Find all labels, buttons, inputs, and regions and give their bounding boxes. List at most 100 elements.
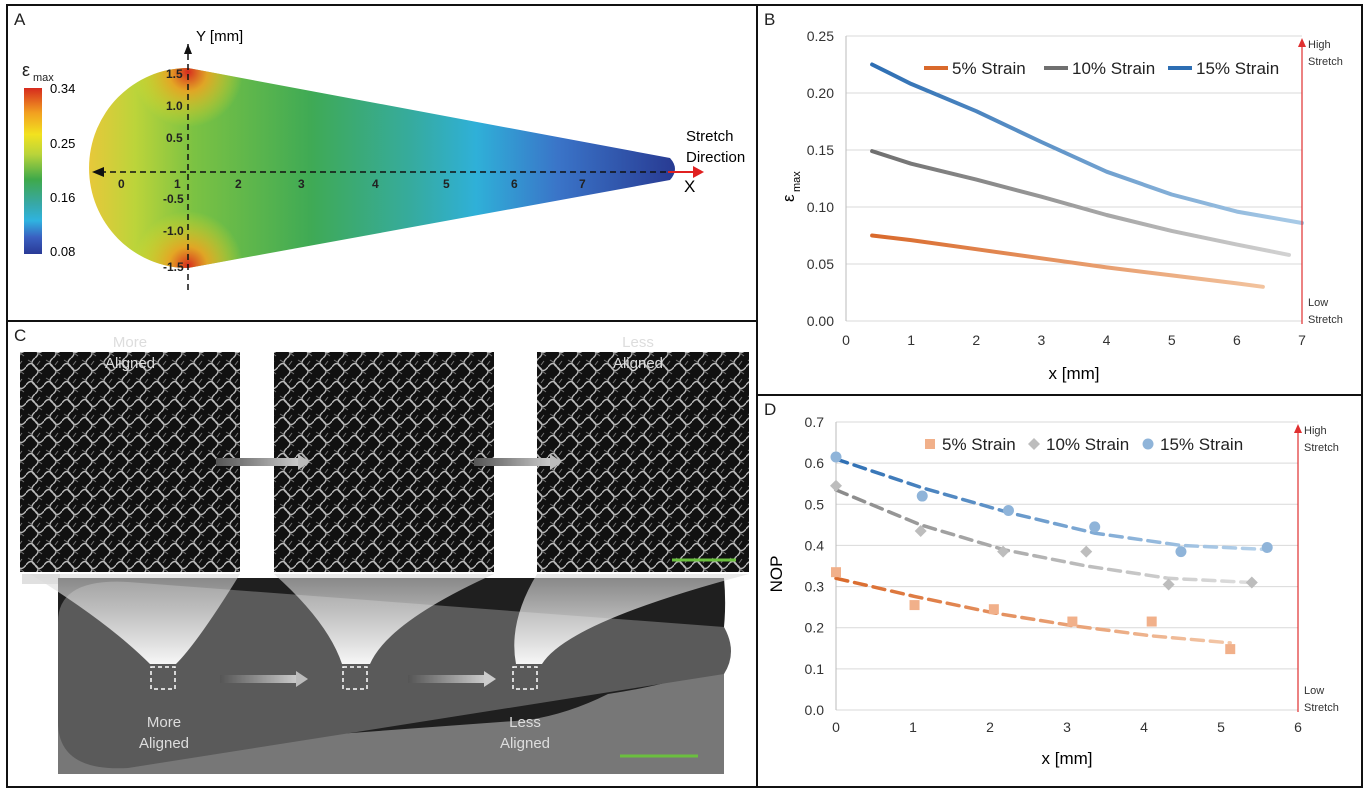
panel-a: A xyxy=(6,4,758,322)
x-tick: 6 xyxy=(511,177,518,191)
data-point-diamond xyxy=(1080,545,1093,558)
arrow-top-2-icon xyxy=(550,454,562,470)
x-tick-label: 5 xyxy=(1168,332,1176,348)
chart-d: NOP x [mm] 0.0 0.1 0.2 0.3 0.4 0.5 0.6 0.7 0 1 2 3 4… xyxy=(767,414,1339,768)
y-tick-label: 0.6 xyxy=(805,455,825,471)
stretch-label: Direction xyxy=(686,149,745,166)
x-tick: 3 xyxy=(298,177,305,191)
y-tick-label: 0.4 xyxy=(805,537,825,553)
y-axis-label: Y [mm] xyxy=(196,28,243,45)
label-top-more-aligned: More Aligned xyxy=(104,334,156,372)
arrow-top-1-icon xyxy=(298,454,310,470)
y-tick-label: 0.00 xyxy=(807,313,834,329)
x-tick: 4 xyxy=(372,177,379,191)
arrow-top-2 xyxy=(474,458,554,466)
roi-box-right xyxy=(512,666,538,690)
legend-label: 5% Strain xyxy=(942,435,1016,454)
chart-d-xlabel: x [mm] xyxy=(1042,749,1093,768)
data-point-square xyxy=(1146,616,1157,627)
series-line-10-strain xyxy=(870,149,1291,257)
x-tick-label: 6 xyxy=(1294,719,1302,735)
y-tick: 1.0 xyxy=(166,99,183,113)
colorbar-tick: 0.34 xyxy=(50,81,75,96)
y-tick: 1.5 xyxy=(166,67,183,81)
x-tick-label: 4 xyxy=(1140,719,1148,735)
high-stretch-label: Stretch xyxy=(1304,442,1339,454)
strain-map: ε max 0.34 0.25 0.16 0.08 Y [mm] X Stret… xyxy=(22,28,745,294)
data-point-square xyxy=(1225,644,1236,655)
series-line-5-strain xyxy=(870,233,1265,289)
colorbar xyxy=(24,88,42,254)
label-bottom-less-aligned: Less Aligned xyxy=(499,714,551,752)
y-tick: -0.5 xyxy=(163,192,184,206)
stretch-label: Stretch xyxy=(686,128,734,145)
panel-b: B ε max x [mm] 0.00 0.05 0.10 0.15 0.20 0.25 0… xyxy=(756,4,1363,396)
arrow-bottom-2 xyxy=(408,675,488,683)
y-tick: -1.5 xyxy=(163,260,184,274)
y-tick-label: 0.2 xyxy=(805,620,825,636)
data-point-square xyxy=(988,604,999,615)
legend-marker xyxy=(1142,438,1154,450)
panel-d: D NOP x [mm] 0.0 0.1 0.2 0.3 0.4 0.5 0.6 0.7 0 1 2… xyxy=(756,394,1363,788)
x-tick-label: 0 xyxy=(832,719,840,735)
data-point-circle xyxy=(1175,546,1187,558)
low-stretch-label: Stretch xyxy=(1304,702,1339,714)
y-tick-label: 0.1 xyxy=(805,661,825,677)
arrow-bottom-1-icon xyxy=(296,671,308,687)
micrograph-more-aligned xyxy=(20,352,240,572)
data-point-diamond xyxy=(1245,576,1258,589)
data-point-circle xyxy=(1261,541,1273,553)
x-tick-label: 1 xyxy=(909,719,917,735)
colorbar-title: ε xyxy=(22,60,30,80)
zoom-connectors xyxy=(20,352,749,774)
x-tick-label: 3 xyxy=(1038,332,1046,348)
legend-label: 15% Strain xyxy=(1160,435,1243,454)
zoom-cone-middle xyxy=(274,574,494,664)
chart-b: ε max x [mm] 0.00 0.05 0.10 0.15 0.20 0.25 0 1 2… xyxy=(779,28,1343,383)
high-stretch-label: Stretch xyxy=(1308,56,1343,68)
x-tick-label: 2 xyxy=(972,332,980,348)
panel-c: C xyxy=(6,320,758,788)
data-point-diamond xyxy=(830,479,842,492)
y-tick-label: 0.7 xyxy=(805,414,825,430)
x-tick: 1 xyxy=(174,177,181,191)
trendline xyxy=(834,457,1269,552)
stretch-scale-arrow-icon xyxy=(1298,38,1306,47)
chart-b-ylabel-sub: max xyxy=(791,171,803,192)
colorbar-tick: 0.16 xyxy=(50,190,75,205)
data-point-circle xyxy=(1002,504,1014,516)
stretch-arrow-icon xyxy=(693,166,704,178)
y-tick: -1.0 xyxy=(163,224,184,238)
data-point-circle xyxy=(916,490,928,502)
x-tick: 0 xyxy=(118,177,125,191)
colorbar-subscript: max xyxy=(33,72,54,84)
x-tick-label: 3 xyxy=(1063,719,1071,735)
arrow-bottom-1 xyxy=(220,675,300,683)
series-line-15-strain xyxy=(870,62,1304,225)
y-arrow-icon xyxy=(184,44,192,54)
panel-a-label: A xyxy=(14,10,26,29)
legend-label: 10% Strain xyxy=(1072,59,1155,78)
data-point-square xyxy=(831,567,841,578)
micrograph-less-aligned xyxy=(537,352,749,572)
x-tick: 2 xyxy=(235,177,242,191)
x-tick-label: 6 xyxy=(1233,332,1241,348)
x-left-arrow-icon xyxy=(92,167,104,177)
low-stretch-label: Low xyxy=(1304,685,1324,697)
y-tick-label: 0.20 xyxy=(807,85,834,101)
colorbar-tick: 0.08 xyxy=(50,244,75,259)
legend-label: 15% Strain xyxy=(1196,59,1279,78)
y-tick-label: 0.25 xyxy=(807,28,834,44)
arrow-top-1 xyxy=(216,458,302,466)
data-point-diamond xyxy=(914,525,927,538)
x-tick-label: 7 xyxy=(1298,332,1306,348)
high-stretch-label: High xyxy=(1308,39,1331,51)
data-point-circle xyxy=(1089,521,1101,533)
colorbar-tick: 0.25 xyxy=(50,136,75,151)
data-point-square xyxy=(909,600,920,611)
y-tick-label: 0.3 xyxy=(805,579,825,595)
arrow-bottom-2-icon xyxy=(484,671,496,687)
high-stretch-label: High xyxy=(1304,425,1327,437)
teardrop-sample xyxy=(89,68,675,268)
x-tick-label: 0 xyxy=(842,332,850,348)
